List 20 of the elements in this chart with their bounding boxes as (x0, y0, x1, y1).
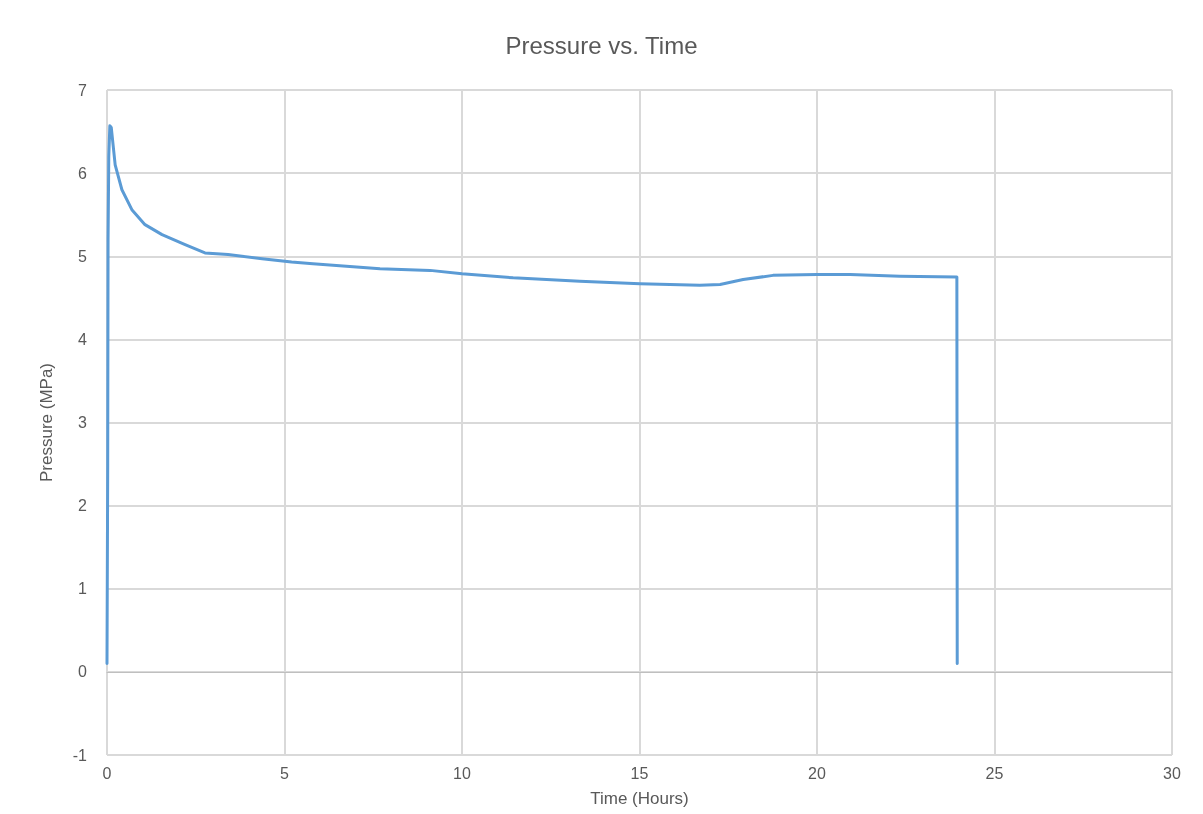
y-tick-label: -1 (72, 746, 88, 764)
y-tick-label: 7 (78, 81, 88, 99)
y-tick-label: 5 (78, 247, 88, 265)
x-tick-label: 5 (280, 764, 290, 782)
x-tick-label: 30 (1163, 764, 1181, 782)
line-series (105, 124, 959, 666)
y-tick-label: 2 (78, 497, 88, 515)
x-tick-label: 20 (808, 764, 826, 782)
y-tick-label: 4 (78, 330, 88, 348)
y-tick-label: 1 (78, 580, 88, 598)
y-tick-label: 0 (78, 663, 88, 681)
x-tick-label: 25 (985, 764, 1004, 782)
x-tick-label: 0 (102, 764, 112, 782)
y-tick-label: 6 (78, 164, 88, 182)
y-axis-title: Pressure (MPa) (37, 362, 56, 483)
x-tick-label: 10 (453, 764, 471, 782)
x-tick-label: 15 (630, 764, 649, 782)
y-tick-label: 3 (78, 414, 88, 431)
chart-title: Pressure vs. Time (505, 31, 698, 59)
x-axis-title: Time (Hours) (590, 789, 689, 808)
